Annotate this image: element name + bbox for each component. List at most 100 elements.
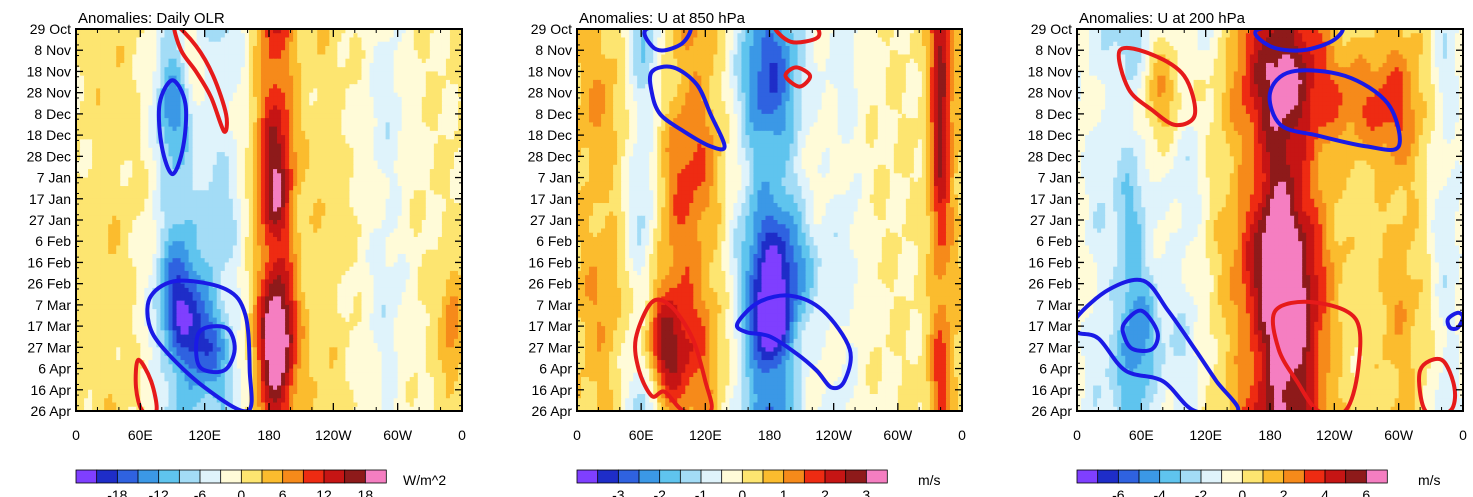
field-cell	[289, 84, 294, 90]
field-cell	[377, 79, 383, 85]
field-cell	[313, 139, 318, 145]
field-cell	[313, 173, 318, 179]
field-cell	[345, 54, 351, 60]
field-cell	[104, 113, 109, 119]
field-cell	[188, 220, 194, 225]
field-cell	[437, 220, 443, 225]
field-cell	[216, 156, 222, 162]
field-cell	[156, 186, 162, 191]
field-cell	[301, 156, 306, 162]
field-cell	[417, 75, 423, 81]
field-cell	[449, 79, 455, 85]
field-cell	[357, 45, 363, 51]
field-cell	[329, 84, 334, 90]
field-cell	[196, 92, 202, 98]
field-cell	[429, 220, 435, 225]
field-cell	[84, 101, 89, 106]
field-cell	[329, 177, 334, 183]
field-cell	[196, 122, 202, 128]
field-cell	[417, 105, 423, 111]
field-cell	[453, 177, 459, 183]
field-cell	[421, 232, 427, 238]
field-cell	[317, 160, 322, 166]
field-cell	[220, 203, 226, 208]
field-cell	[260, 122, 266, 128]
field-cell	[204, 135, 210, 140]
field-cell	[120, 224, 125, 230]
field-cell	[381, 122, 387, 128]
field-cell	[361, 156, 367, 162]
field-cell	[136, 105, 141, 111]
field-cell	[369, 101, 375, 106]
field-cell	[345, 220, 351, 225]
field-cell	[256, 203, 262, 208]
field-cell	[216, 241, 222, 247]
field-cell	[289, 139, 294, 145]
field-cell	[216, 96, 222, 102]
field-cell	[112, 45, 117, 51]
field-cell	[208, 101, 214, 106]
field-cell	[164, 224, 170, 230]
field-cell	[80, 79, 85, 85]
field-cell	[160, 203, 166, 208]
field-cell	[108, 96, 113, 102]
field-cell	[325, 88, 330, 94]
field-cell	[144, 203, 149, 208]
field-cell	[180, 232, 186, 238]
field-cell	[309, 135, 314, 140]
field-cell	[244, 147, 250, 153]
field-cell	[116, 215, 121, 221]
field-cell	[293, 54, 298, 60]
field-cell	[148, 84, 153, 90]
field-cell	[188, 139, 194, 145]
field-cell	[453, 88, 459, 94]
field-cell	[232, 215, 238, 221]
field-cell	[200, 173, 206, 179]
field-cell	[449, 224, 455, 230]
field-cell	[140, 228, 145, 234]
field-cell	[76, 109, 81, 115]
field-cell	[256, 228, 262, 234]
field-cell	[285, 118, 290, 123]
field-cell	[437, 109, 443, 115]
field-cell	[313, 118, 318, 123]
field-cell	[108, 228, 113, 234]
field-cell	[401, 203, 407, 208]
field-cell	[124, 198, 129, 204]
field-cell	[128, 33, 133, 39]
field-cell	[401, 186, 407, 191]
field-cell	[224, 45, 230, 51]
field-cell	[429, 58, 435, 64]
field-cell	[216, 79, 222, 85]
field-cell	[204, 228, 210, 234]
field-cell	[273, 122, 278, 128]
field-cell	[228, 84, 234, 90]
field-cell	[200, 232, 206, 238]
field-cell	[100, 126, 105, 132]
field-cell	[453, 181, 459, 187]
field-cell	[128, 41, 133, 47]
field-cell	[285, 164, 290, 170]
field-cell	[152, 126, 158, 132]
field-cell	[273, 211, 278, 217]
field-cell	[285, 71, 290, 77]
field-cell	[353, 198, 359, 204]
field-cell	[156, 84, 162, 90]
field-cell	[385, 220, 391, 225]
field-cell	[248, 71, 254, 77]
field-cell	[413, 241, 419, 247]
field-cell	[269, 54, 274, 60]
field-cell	[369, 109, 375, 115]
field-cell	[405, 215, 411, 221]
field-cell	[84, 173, 89, 179]
field-cells	[76, 29, 462, 411]
field-cell	[92, 113, 97, 119]
field-cell	[96, 211, 101, 217]
field-cell	[264, 79, 270, 85]
field-cell	[293, 164, 298, 170]
field-cell	[208, 109, 214, 115]
field-cell	[365, 186, 371, 191]
field-cell	[273, 88, 278, 94]
field-cell	[184, 207, 190, 213]
field-cell	[252, 92, 258, 98]
